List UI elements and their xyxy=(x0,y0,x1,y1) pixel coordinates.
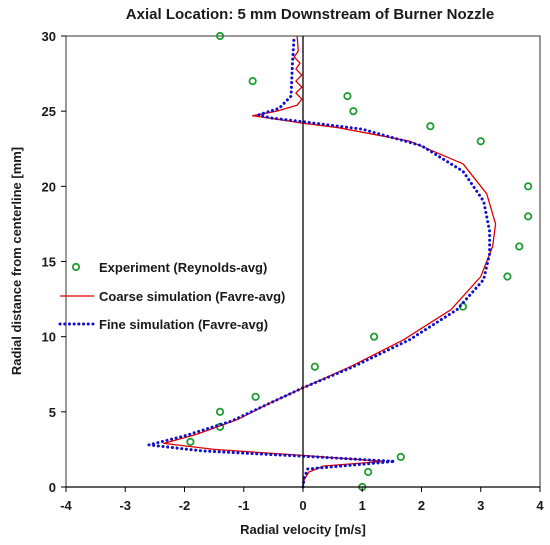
experiment-point xyxy=(515,242,524,251)
x-tick-label: -4 xyxy=(60,498,72,513)
legend: Experiment (Reynolds-avg) Coarse simulati… xyxy=(58,260,285,332)
x-tick-label: 0 xyxy=(299,498,306,513)
x-tick-label: -1 xyxy=(238,498,250,513)
experiment-point xyxy=(310,362,319,371)
experiment-point xyxy=(426,122,435,131)
y-tick-label: 10 xyxy=(42,330,56,345)
legend-marker-experiment xyxy=(71,262,81,272)
fine-simulation-line xyxy=(147,34,492,489)
y-tick-label: 20 xyxy=(42,179,56,194)
experiment-point xyxy=(215,407,225,416)
x-axis-label: Radial velocity [m/s] xyxy=(240,522,366,537)
x-tick-label: 2 xyxy=(418,498,425,513)
experiment-point xyxy=(349,107,358,116)
experiment-point xyxy=(343,92,352,101)
x-tick-label: 4 xyxy=(536,498,544,513)
x-ticks: -4 -3 -2 -1 0 1 2 3 4 xyxy=(60,487,544,513)
experiment-point xyxy=(248,77,257,86)
y-axis-label: Radial distance from centerline [mm] xyxy=(9,147,24,375)
experiment-point xyxy=(524,182,533,191)
y-tick-label: 30 xyxy=(42,29,56,44)
series-layer xyxy=(147,31,533,492)
coarse-simulation-line xyxy=(163,35,497,488)
x-tick-label: 1 xyxy=(359,498,366,513)
experiment-point xyxy=(396,452,405,462)
y-ticks: 0 5 10 15 20 25 30 xyxy=(42,29,66,495)
chart-title: Axial Location: 5 mm Downstream of Burne… xyxy=(126,6,494,23)
x-tick-label: -3 xyxy=(119,498,131,513)
legend-label: Fine simulation (Favre-avg) xyxy=(99,317,268,332)
y-tick-label: 15 xyxy=(42,255,56,270)
x-tick-label: -2 xyxy=(179,498,191,513)
experiment-point xyxy=(251,392,260,401)
y-tick-label: 0 xyxy=(49,480,56,495)
experiment-point xyxy=(215,31,225,41)
legend-label: Experiment (Reynolds-avg) xyxy=(99,260,267,275)
experiment-point xyxy=(369,332,379,341)
experiment-point xyxy=(503,272,512,281)
legend-label: Coarse simulation (Favre-avg) xyxy=(99,289,285,304)
experiment-point xyxy=(476,137,485,146)
y-tick-label: 25 xyxy=(42,104,56,119)
x-tick-label: 3 xyxy=(477,498,484,513)
y-tick-label: 5 xyxy=(49,405,56,420)
experiment-point xyxy=(524,212,533,221)
experiment-point xyxy=(186,437,195,446)
experiment-point xyxy=(364,467,373,477)
